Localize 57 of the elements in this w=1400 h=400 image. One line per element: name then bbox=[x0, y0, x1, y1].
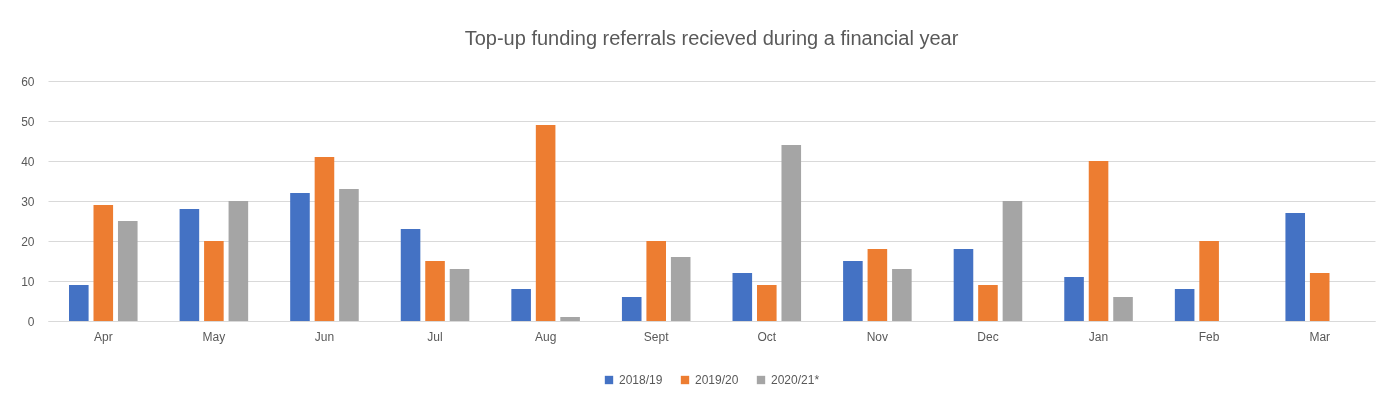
bar bbox=[892, 269, 912, 321]
bar bbox=[1309, 273, 1330, 321]
bar bbox=[1088, 161, 1109, 321]
bar bbox=[400, 229, 421, 321]
y-tick-label: 20 bbox=[21, 234, 35, 249]
y-tick-label: 50 bbox=[21, 114, 35, 129]
y-tick-label: 40 bbox=[21, 154, 35, 169]
bar bbox=[978, 285, 998, 321]
bar bbox=[93, 205, 114, 321]
bar bbox=[646, 241, 666, 321]
x-tick-label: May bbox=[202, 329, 226, 344]
bar bbox=[1002, 201, 1023, 321]
bar bbox=[670, 257, 691, 321]
x-tick-label: Feb bbox=[1198, 329, 1220, 344]
bar bbox=[1199, 241, 1219, 321]
bar bbox=[69, 285, 89, 321]
bar bbox=[621, 297, 642, 321]
bar bbox=[1113, 297, 1133, 321]
x-tick-label: Jun bbox=[314, 329, 335, 344]
bar bbox=[228, 201, 249, 321]
x-tick-label: Jan bbox=[1088, 329, 1109, 344]
bar bbox=[732, 273, 753, 321]
bar bbox=[867, 249, 888, 321]
bar bbox=[535, 125, 556, 321]
chart-title: Top-up funding referrals recieved during a financial year bbox=[464, 27, 959, 49]
bar bbox=[1285, 213, 1306, 321]
bar bbox=[314, 157, 335, 321]
x-tick-label: Jul bbox=[427, 329, 443, 344]
bar bbox=[1064, 277, 1084, 321]
legend-label: 2018/19 bbox=[619, 373, 663, 387]
bar bbox=[204, 241, 224, 321]
bar bbox=[449, 269, 470, 321]
bar bbox=[560, 317, 580, 321]
bar bbox=[511, 289, 531, 321]
bar bbox=[1174, 289, 1195, 321]
legend-label: 2020/21* bbox=[771, 373, 820, 387]
x-tick-label: Oct bbox=[757, 329, 777, 344]
bar bbox=[425, 261, 445, 321]
x-tick-label: Apr bbox=[93, 329, 113, 344]
x-tick-label: Mar bbox=[1309, 329, 1331, 344]
x-tick-label: Aug bbox=[534, 329, 557, 344]
bar bbox=[339, 189, 359, 321]
x-tick-label: Nov bbox=[866, 329, 889, 344]
x-tick-label: Sept bbox=[643, 329, 670, 344]
bar bbox=[953, 249, 974, 321]
bar bbox=[781, 145, 802, 321]
y-tick-label: 30 bbox=[21, 194, 35, 209]
y-tick-label: 10 bbox=[21, 274, 35, 289]
y-tick-label: 0 bbox=[27, 314, 35, 329]
bar bbox=[117, 221, 138, 321]
legend-label: 2019/20 bbox=[695, 373, 739, 387]
x-tick-label: Dec bbox=[977, 329, 999, 344]
bar bbox=[290, 193, 310, 321]
y-tick-label: 60 bbox=[21, 74, 35, 89]
bar bbox=[179, 209, 200, 321]
bar bbox=[843, 261, 863, 321]
bar bbox=[757, 285, 777, 321]
